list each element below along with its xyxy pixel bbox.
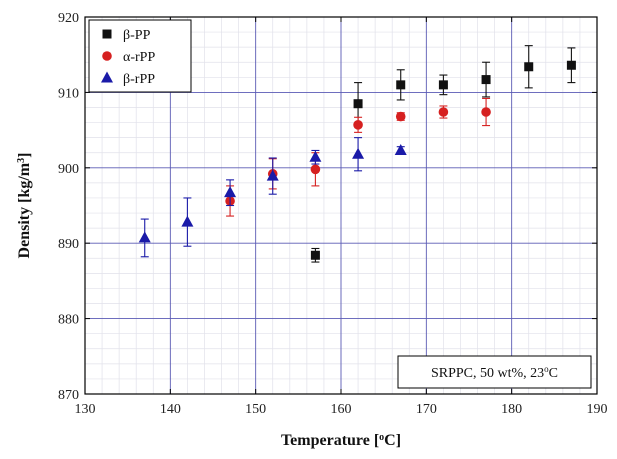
y-tick-label: 910 bbox=[58, 86, 79, 101]
data-point bbox=[310, 250, 320, 260]
legend-label: α-rPP bbox=[123, 50, 155, 65]
annotation-text: SRPPC, 50 wt%, 23oC bbox=[431, 364, 558, 381]
series-triangle bbox=[138, 137, 407, 258]
data-point bbox=[266, 169, 279, 181]
x-axis-label: Temperature [oC] bbox=[281, 432, 401, 450]
data-point bbox=[524, 62, 534, 72]
y-tick-label: 890 bbox=[58, 237, 79, 252]
legend-label: β-rPP bbox=[123, 72, 155, 87]
annotation-box: SRPPC, 50 wt%, 23oC bbox=[397, 355, 592, 389]
legend: β-PP α-rPP β-rPP bbox=[88, 19, 192, 93]
x-tick-label: 180 bbox=[501, 402, 522, 417]
data-point bbox=[138, 231, 151, 243]
data-point bbox=[309, 150, 322, 162]
data-point bbox=[481, 75, 491, 85]
legend-marker bbox=[102, 29, 112, 39]
x-tick-label: 140 bbox=[160, 402, 181, 417]
x-tick-label: 160 bbox=[331, 402, 352, 417]
grid-lines bbox=[85, 17, 597, 394]
data-point bbox=[181, 215, 194, 227]
data-point bbox=[396, 80, 406, 90]
data-point bbox=[353, 120, 363, 130]
data-point bbox=[566, 60, 576, 70]
data-point bbox=[224, 186, 237, 198]
x-tick-label: 130 bbox=[75, 402, 96, 417]
x-tick-label: 190 bbox=[587, 402, 608, 417]
y-tick-label: 880 bbox=[58, 313, 79, 328]
legend-label: β-PP bbox=[123, 28, 151, 43]
y-tick-label: 870 bbox=[58, 388, 79, 403]
data-point bbox=[353, 99, 363, 109]
data-point bbox=[394, 143, 407, 155]
data-point bbox=[352, 147, 365, 159]
legend-marker bbox=[102, 51, 112, 61]
data-point bbox=[395, 111, 406, 122]
y-axis-label: Density [kg/m3] bbox=[16, 153, 34, 259]
x-tick-label: 150 bbox=[245, 402, 266, 417]
data-point bbox=[438, 80, 448, 90]
x-tick-label: 170 bbox=[416, 402, 437, 417]
data-point bbox=[310, 164, 321, 175]
legend-marker bbox=[101, 71, 113, 83]
data-series bbox=[138, 45, 576, 263]
data-point bbox=[481, 107, 491, 117]
annotation-frame bbox=[397, 355, 592, 389]
axis-ticks: 130 140 150 160 170 180 190 870 880 890 900 910 920 bbox=[58, 11, 608, 417]
y-tick-label: 900 bbox=[58, 162, 79, 177]
data-point bbox=[438, 107, 449, 117]
plot-frame bbox=[84, 16, 598, 395]
y-tick-label: 920 bbox=[58, 11, 79, 26]
